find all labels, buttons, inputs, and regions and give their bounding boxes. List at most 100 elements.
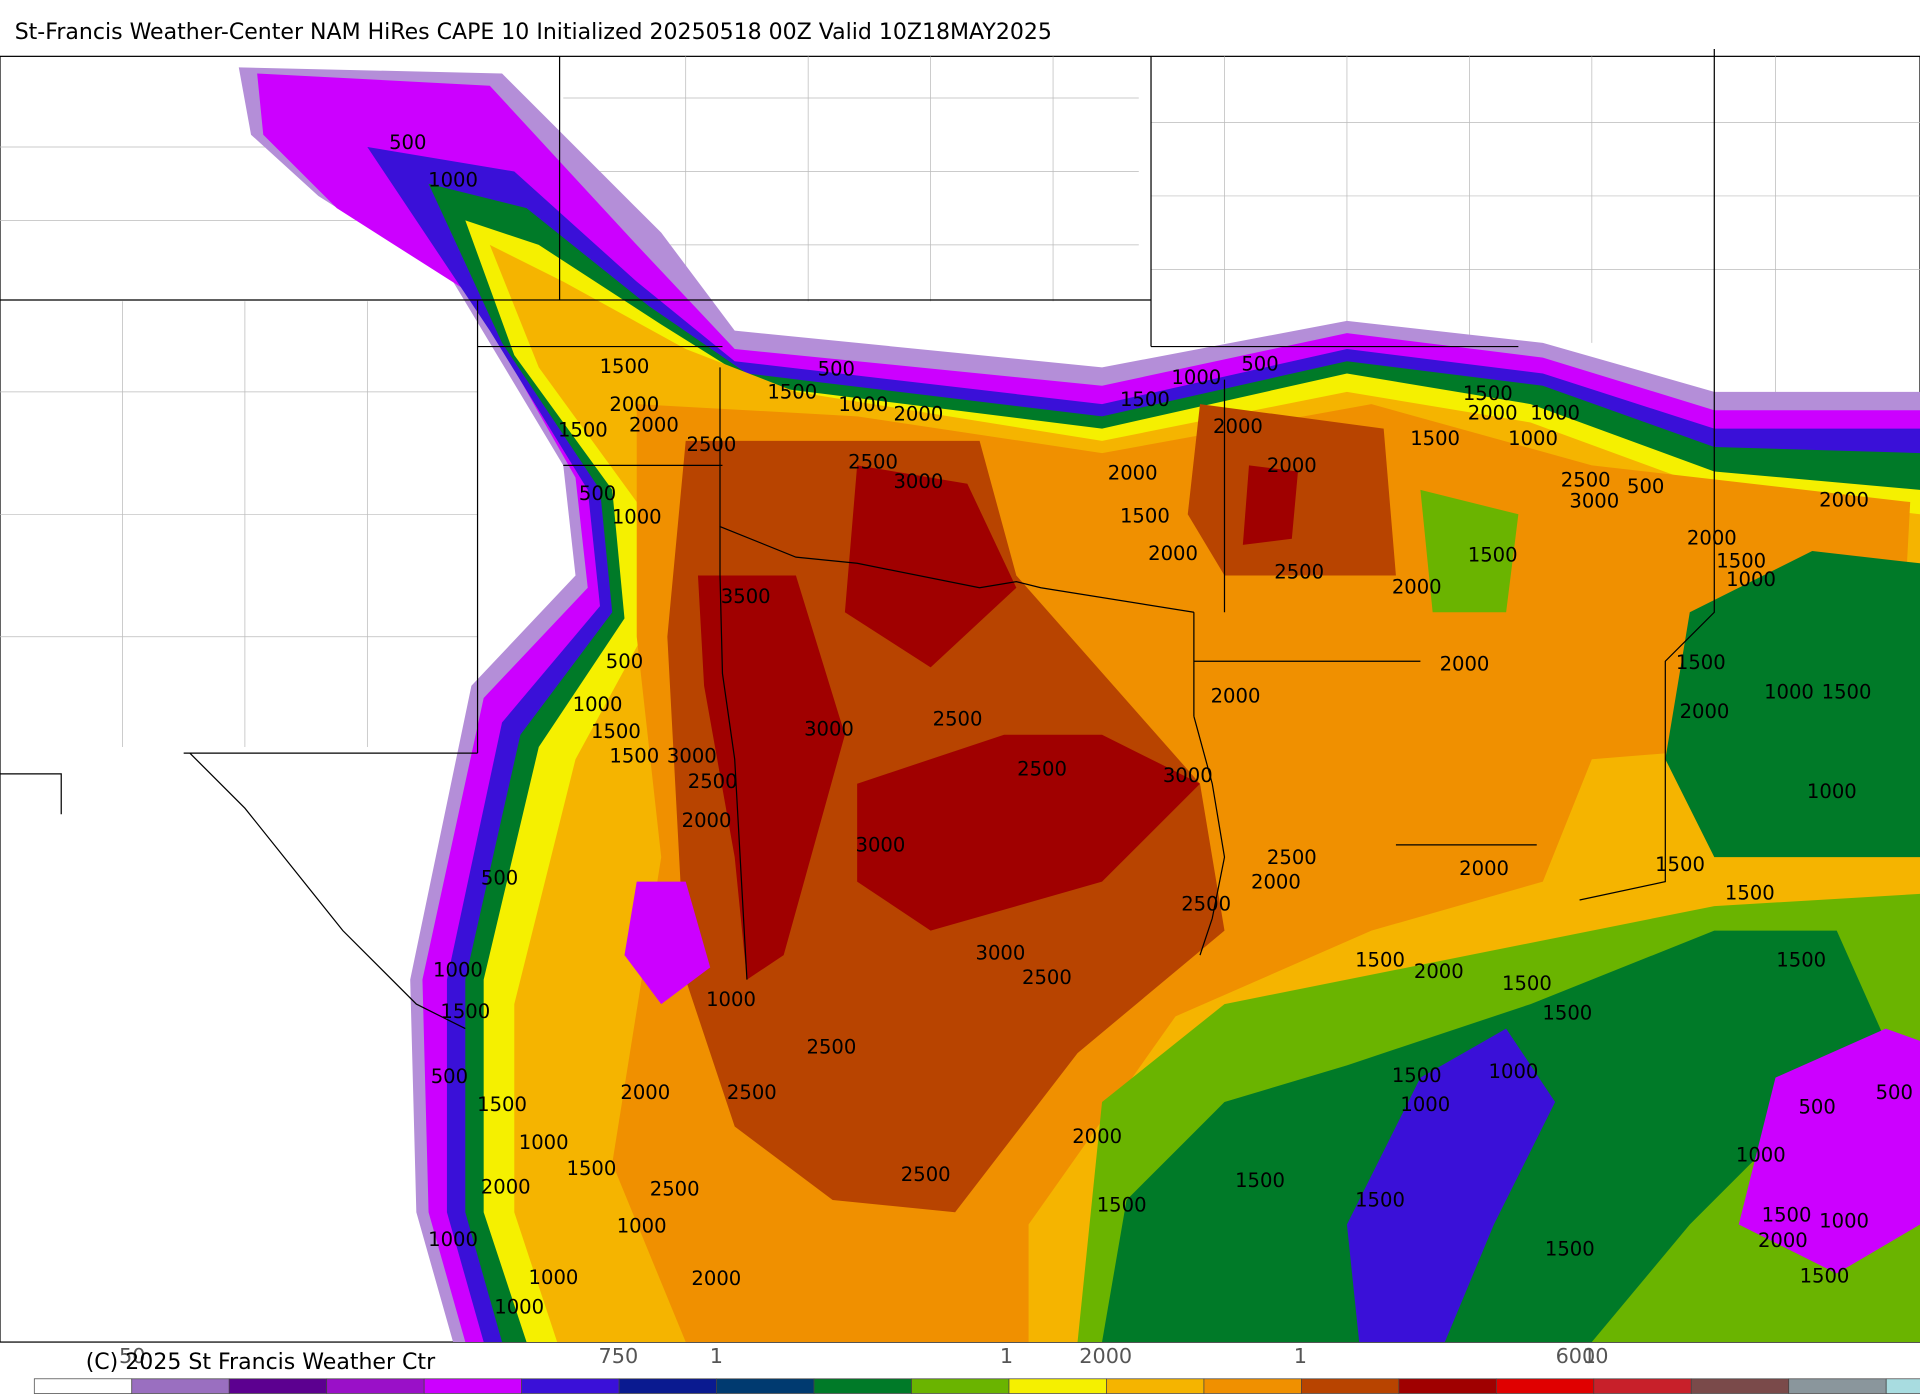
colorbar-label: 1 [1294,1344,1307,1368]
contour-label: 1000 [612,505,662,528]
contour-label: 500 [431,1065,468,1088]
contour-label: 1500 [558,419,608,442]
contour-label: 1000 [1489,1060,1539,1083]
colorbar-swatch [716,1378,815,1394]
colorbar-swatch [1008,1378,1107,1394]
contour-label: 1500 [1716,550,1766,573]
contour-label: 2500 [1017,758,1067,781]
contour-label: 500 [1798,1096,1835,1119]
contour-label: 1500 [1542,1001,1592,1024]
contour-label: 3000 [1163,764,1213,787]
contour-label: 3500 [721,585,771,608]
contour-label: 1000 [1530,401,1580,424]
contour-label: 500 [481,867,518,890]
contour-label: 3000 [1569,490,1619,513]
contour-label: 2500 [1022,966,1072,989]
contour-label: 1000 [1400,1093,1450,1116]
contour-label: 500 [579,482,616,505]
contour-label: 1500 [1355,1189,1405,1212]
contour-label: 500 [606,650,643,673]
contour-label: 2000 [1108,461,1158,484]
contour-label: 1000 [573,693,623,716]
contour-label: 2000 [1687,526,1737,549]
contour-label: 2500 [807,1036,857,1059]
colorbar-label: 1 [1000,1344,1013,1368]
contour-label: 2000 [609,393,659,416]
contour-label: 1500 [1762,1203,1812,1226]
contour-label: 1000 [1508,427,1558,450]
colorbar-swatch [33,1378,133,1394]
contour-label: 2000 [1392,575,1442,598]
contour-label: 2000 [1267,454,1317,477]
colorbar-swatch [1885,1378,1920,1394]
contour-label: 2000 [481,1175,531,1198]
contour-label: 2000 [1213,415,1263,438]
contour-label: 2000 [1211,684,1261,707]
contour-label: 2000 [1251,870,1301,893]
contour-label: 1000 [519,1131,569,1154]
contour-label: 1500 [1502,972,1552,995]
contour-label: 1500 [1392,1064,1442,1087]
contour-label: 1500 [1120,388,1170,411]
contour-label: 1000 [433,959,483,982]
colorbar-swatch [1398,1378,1497,1394]
contour-label: 2000 [1148,542,1198,565]
contour-label: 2000 [1680,700,1730,723]
contour-label: 1500 [1235,1169,1285,1192]
colorbar-swatch [1788,1378,1887,1394]
contour-label: 1500 [1822,681,1872,704]
contour-label: 1500 [1097,1194,1147,1217]
contour-label: 1000 [428,169,478,192]
colorbar-label: 1 [1583,1344,1596,1368]
contour-label: 1500 [1776,949,1826,972]
contour-label: 1500 [1676,651,1726,674]
copyright: (C) 2025 St Francis Weather Ctr [86,1350,436,1375]
contour-label: 2000 [1072,1125,1122,1148]
colorbar-label: 750 [599,1344,639,1368]
contour-label: 1500 [1800,1265,1850,1288]
contour-label: 1000 [428,1228,478,1251]
colorbar-label: 2000 [1079,1344,1132,1368]
colorbar-swatch [521,1378,620,1394]
contour-label: 2000 [1440,652,1490,675]
contour-label: 1500 [477,1093,527,1116]
colorbar-label: 50 [119,1344,145,1368]
contour-label: 1000 [1736,1143,1786,1166]
contour-label: 500 [389,131,426,154]
contour-label: 1500 [440,1000,490,1023]
contour-label: 1000 [1807,780,1857,803]
contour-label: 2000 [629,414,679,437]
contour-label: 3000 [855,834,905,857]
colorbar-swatch [813,1378,912,1394]
map-title: St-Francis Weather-Center NAM HiRes CAPE… [15,20,1052,45]
contour-label: 2000 [1459,857,1509,880]
colorbar-swatch [618,1378,717,1394]
contour-label: 1000 [1171,366,1221,389]
contour-label: 2500 [933,708,983,731]
colorbar-swatch [911,1378,1010,1394]
contour-label: 2500 [901,1163,951,1186]
contour-label: 2000 [1819,488,1869,511]
contour-label: 1500 [591,720,641,743]
contour-label: 1000 [617,1214,667,1237]
colorbar-swatch [131,1378,230,1394]
contour-label: 1500 [609,744,659,767]
colorbar-swatch [423,1378,522,1394]
contour-label: 2500 [1561,469,1611,492]
contour-label: 1500 [567,1157,617,1180]
contour-label: 2000 [1758,1229,1808,1252]
colorbar-swatch [1593,1378,1692,1394]
colorbar-swatch [228,1378,328,1394]
contour-label: 1000 [529,1266,579,1289]
contour-label: 1500 [1410,427,1460,450]
contour-label: 2500 [1181,892,1231,915]
contour-label: 1000 [838,393,888,416]
contour-label: 1500 [767,381,817,404]
colorbar-swatch [1301,1378,1400,1394]
contour-label: 3000 [975,941,1025,964]
contour-label: 2000 [691,1267,741,1290]
contour-label: 2500 [1267,846,1317,869]
contour-label: 1500 [1355,949,1405,972]
